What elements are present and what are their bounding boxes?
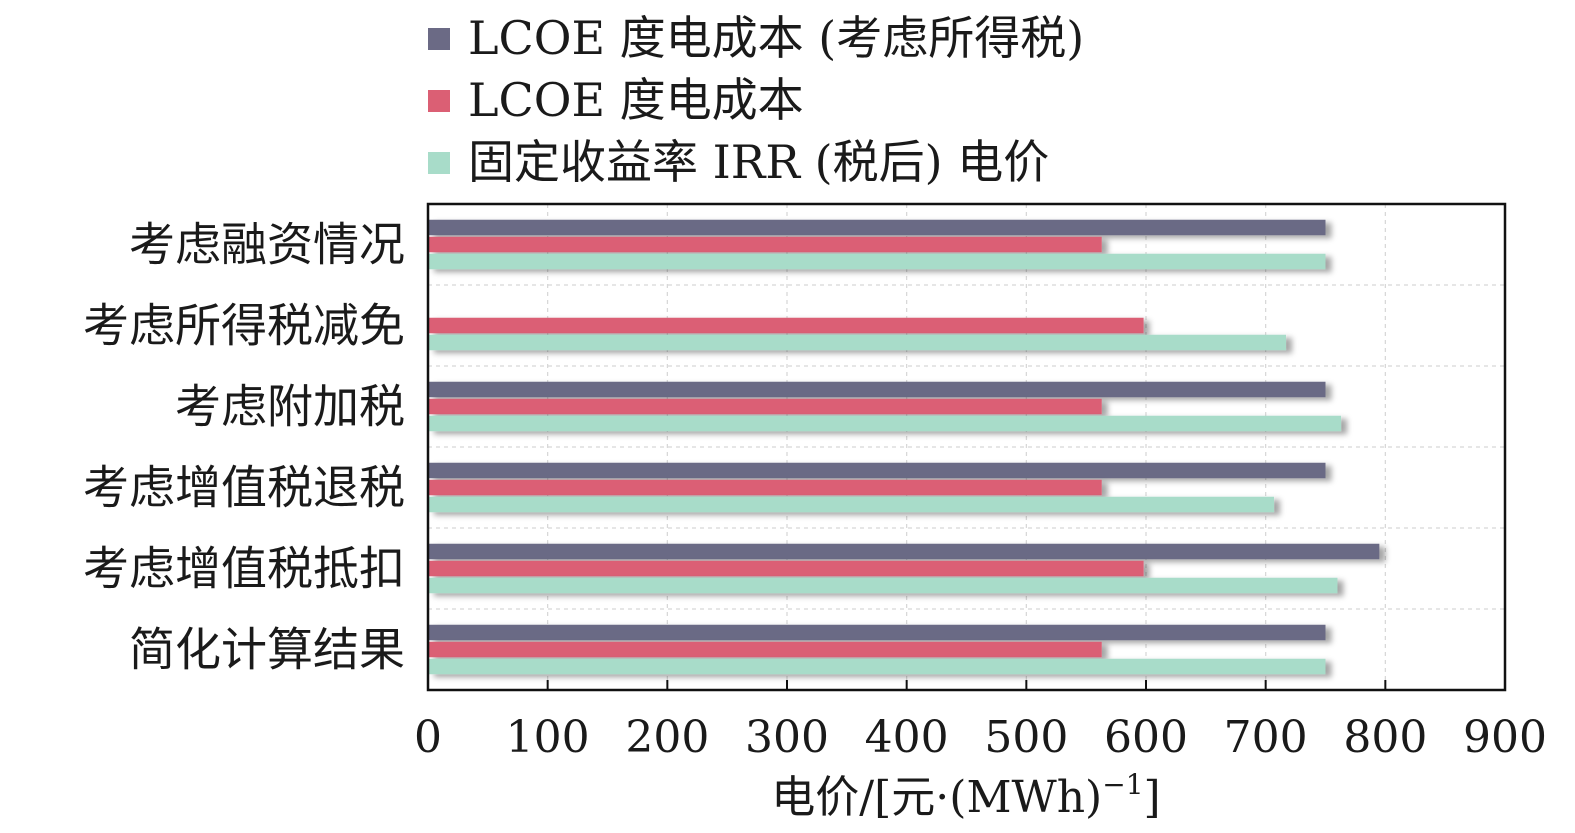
- bar-irr: [428, 253, 1326, 270]
- x-tick-label: 900: [1463, 712, 1547, 763]
- x-axis-title-sup: −1: [1102, 768, 1143, 801]
- x-axis-title-close: ]: [1144, 772, 1161, 823]
- category-label: 简化计算结果: [129, 623, 405, 677]
- legend-swatch-lcoe: [428, 90, 450, 112]
- x-tick-label: 600: [1104, 712, 1188, 763]
- category-label: 考虑增值税退税: [83, 461, 405, 515]
- x-tick-label: 500: [984, 712, 1068, 763]
- bars: [428, 219, 1380, 675]
- category-label: 考虑所得税减免: [83, 299, 405, 353]
- x-tick-label: 200: [625, 712, 709, 763]
- legend-label-lcoe-tax: LCOE 度电成本 (考虑所得税): [468, 11, 1084, 65]
- bar-lcoe-tax: [428, 543, 1380, 560]
- grid: [428, 204, 1505, 690]
- bar-lcoe-tax: [428, 462, 1326, 479]
- x-tick-label: 100: [506, 712, 590, 763]
- x-tick-label: 0: [414, 712, 442, 763]
- bar-irr: [428, 577, 1338, 594]
- legend: LCOE 度电成本 (考虑所得税) LCOE 度电成本 固定收益率 IRR (税…: [428, 11, 1084, 189]
- bar-irr: [428, 415, 1342, 432]
- legend-label-lcoe: LCOE 度电成本: [468, 73, 804, 127]
- category-label: 考虑附加税: [175, 380, 405, 434]
- x-tick-label: 700: [1224, 712, 1308, 763]
- category-label: 考虑融资情况: [129, 218, 405, 272]
- bar-lcoe: [428, 398, 1102, 415]
- bar-irr: [428, 658, 1326, 675]
- plot-frame: [426, 202, 1507, 692]
- bar-lcoe: [428, 479, 1102, 496]
- bar-lcoe: [428, 236, 1102, 253]
- bar-lcoe: [428, 317, 1144, 334]
- x-tick-label: 300: [745, 712, 829, 763]
- x-tick-label: 400: [865, 712, 949, 763]
- x-axis-ticks: 0 100 200 300 400 500 600 700 800 900: [414, 680, 1547, 763]
- x-axis-title-main: 电价/[元·(MWh): [771, 772, 1102, 823]
- legend-swatch-lcoe-tax: [428, 28, 450, 50]
- bar-lcoe-tax: [428, 381, 1326, 398]
- legend-label-irr: 固定收益率 IRR (税后) 电价: [468, 135, 1049, 189]
- bar-lcoe-tax: [428, 624, 1326, 641]
- legend-swatch-irr: [428, 152, 450, 174]
- bar-irr: [428, 496, 1275, 513]
- x-axis-title: 电价/[元·(MWh)−1]: [771, 768, 1160, 823]
- bar-irr: [428, 334, 1287, 351]
- bar-lcoe: [428, 641, 1102, 658]
- category-label: 考虑增值税抵扣: [83, 542, 405, 596]
- bar-lcoe: [428, 560, 1144, 577]
- x-tick-label: 800: [1343, 712, 1427, 763]
- bar-lcoe-tax: [428, 219, 1326, 236]
